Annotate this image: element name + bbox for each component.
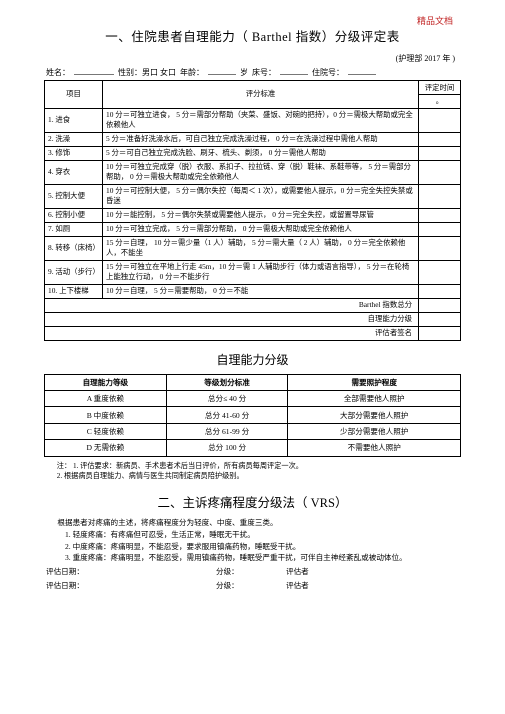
eval-date-2: 评估日期： <box>46 580 216 592</box>
row-item: 8. 转移（床椅） <box>45 236 103 260</box>
row-score[interactable] <box>419 184 461 208</box>
vrs-item-3: 3. 重度疼痛：疼痛明显，不能忍受，需用镇痛药物，睡眠受严重干扰，可伴自主神经紊… <box>46 552 459 564</box>
row-score[interactable] <box>419 132 461 146</box>
grade-need: 少部分需要他人照护 <box>288 423 461 439</box>
grade-std: 总分≤ 40 分 <box>166 391 288 407</box>
grade-level: B 中度依赖 <box>45 407 167 423</box>
row-crit: 10 分＝可控制大便， 5 分＝偶尔失控（每周＜ 1 次），或需要他人提示，0 … <box>103 184 419 208</box>
grade-std: 总分 61-99 分 <box>166 423 288 439</box>
grade-level: C 轻度依赖 <box>45 423 167 439</box>
grade-cell[interactable] <box>419 312 461 326</box>
hdr-blank: 。 <box>419 94 461 108</box>
name-blank[interactable] <box>74 66 114 75</box>
grade-need: 全部需要他人照护 <box>288 391 461 407</box>
note-2: 2. 根据病员自理能力、病情与医生共同制定病员陪护级别。 <box>46 471 459 482</box>
grade-need: 大部分需要他人照护 <box>288 407 461 423</box>
total-cell[interactable] <box>419 298 461 312</box>
grade-need: 不需要他人照护 <box>288 440 461 456</box>
row-score[interactable] <box>419 160 461 184</box>
vrs-block: 根据患者对疼痛的主述，将疼痛程度分为轻度、中度、重度三类。 1. 轻度疼痛：有疼… <box>46 517 459 592</box>
grade-level: A 重度依赖 <box>45 391 167 407</box>
row-item: 2. 洗澡 <box>45 132 103 146</box>
row-item: 10. 上下楼梯 <box>45 284 103 298</box>
grade-hdr-std: 等级划分标准 <box>166 374 288 390</box>
row-score[interactable] <box>419 146 461 160</box>
row-item: 3. 修饰 <box>45 146 103 160</box>
bed-label: 床号： <box>252 67 276 78</box>
row-score[interactable] <box>419 208 461 222</box>
grade-hdr-need: 需要照护程度 <box>288 374 461 390</box>
grade-std: 总分 41-60 分 <box>166 407 288 423</box>
hdr-score: 评定时间 <box>419 81 461 95</box>
row-crit: 10 分＝可独立完成， 5 分＝需部分帮助， 0 分＝需极大帮助或完全依赖他人 <box>103 222 419 236</box>
eval-person-2: 评估者 <box>286 580 309 592</box>
eval-grade-1: 分级： <box>216 566 286 578</box>
row-score[interactable] <box>419 108 461 132</box>
row-crit: 5 分＝准备好洗澡水后，可自己独立完成洗澡过程， 0 分＝在洗澡过程中需他人帮助 <box>103 132 419 146</box>
hdr-item: 项目 <box>45 81 103 109</box>
row-item: 7. 如厕 <box>45 222 103 236</box>
row-item: 1. 进食 <box>45 108 103 132</box>
sign-cell[interactable] <box>419 326 461 340</box>
vrs-item-1: 1. 轻度疼痛：有疼痛但可忍受，生活正常，睡眠无干扰。 <box>46 529 459 541</box>
notes: 注： 1. 评估要求：新病员、手术患者术后当日评价，所有病员每周评定一次。 2.… <box>46 461 459 483</box>
row-crit: 10 分＝能控制， 5 分＝偶尔失禁或需要他人提示， 0 分＝完全失控，或留置导… <box>103 208 419 222</box>
grade-level: D 无需依赖 <box>45 440 167 456</box>
grade-hdr-level: 自理能力等级 <box>45 374 167 390</box>
row-item: 4. 穿衣 <box>45 160 103 184</box>
age-label: 年龄： <box>180 67 204 78</box>
row-item: 9. 活动（步行） <box>45 260 103 284</box>
patient-info-row: 姓名： 性别：男口 女口 年龄： 岁 床号： 住院号： <box>46 66 461 78</box>
row-score[interactable] <box>419 284 461 298</box>
row-crit: 15 分＝自理， 10 分＝需少量（1 人）辅助， 5 分＝需大量（ 2 人）辅… <box>103 236 419 260</box>
vrs-lead: 根据患者对疼痛的主述，将疼痛程度分为轻度、中度、重度三类。 <box>46 517 459 529</box>
main-title: 一、住院患者自理能力（ Barthel 指数）分级评定表 <box>44 26 461 45</box>
vrs-item-2: 2. 中度疼痛：疼痛明显，不能忍受，要求服用镇痛药物，睡眠受干扰。 <box>46 541 459 553</box>
row-crit: 10 分＝可独立进食， 5 分＝需部分帮助（夹菜、盛饭、对碗的把持），0 分＝需… <box>103 108 419 132</box>
eval-grade-2: 分级： <box>216 580 286 592</box>
grade-section-title: 自理能力分级 <box>44 351 461 368</box>
row-score[interactable] <box>419 222 461 236</box>
barthel-table: 项目 评分标准 评定时间 。 1. 进食10 分＝可独立进食， 5 分＝需部分帮… <box>44 80 461 341</box>
age-blank[interactable] <box>208 66 236 75</box>
summary-grade: 自理能力分级 <box>45 312 419 326</box>
row-item: 5. 控制大便 <box>45 184 103 208</box>
eval-person-1: 评估者 <box>286 566 309 578</box>
age-unit: 岁 <box>240 67 248 78</box>
vrs-title: 二、主诉疼痛程度分级法（ VRS） <box>44 492 461 511</box>
row-score[interactable] <box>419 236 461 260</box>
hdr-criteria: 评分标准 <box>103 81 419 109</box>
hosp-label: 住院号： <box>312 67 344 78</box>
note-1: 注： 1. 评估要求：新病员、手术患者术后当日评价，所有病员每周评定一次。 <box>46 461 459 472</box>
summary-total: Barthel 指数总分 <box>45 298 419 312</box>
dept-year: (护理部 2017 年 ) <box>44 53 455 64</box>
eval-date-1: 评估日期： <box>46 566 216 578</box>
name-label: 姓名： <box>46 67 70 78</box>
row-score[interactable] <box>419 260 461 284</box>
bed-blank[interactable] <box>280 66 308 75</box>
row-crit: 15 分＝可独立在平地上行走 45m，10 分＝需 1 人辅助步行（体力或语言指… <box>103 260 419 284</box>
watermark: 精品文档 <box>417 14 453 27</box>
row-crit: 5 分＝可自己独立完成洗脸、刷牙、梳头、剃须， 0 分＝需他人帮助 <box>103 146 419 160</box>
grade-table: 自理能力等级 等级划分标准 需要照护程度 A 重度依赖总分≤ 40 分全部需要他… <box>44 374 461 457</box>
hosp-blank[interactable] <box>348 66 376 75</box>
row-crit: 10 分＝自理， 5 分＝需要帮助， 0 分＝不能 <box>103 284 419 298</box>
row-item: 6. 控制小便 <box>45 208 103 222</box>
summary-sign: 评估者签名 <box>45 326 419 340</box>
grade-std: 总分 100 分 <box>166 440 288 456</box>
sex-label: 性别：男口 女口 <box>118 67 176 78</box>
row-crit: 10 分＝可独立完成穿（脱）衣服、系扣子、拉拉链、穿（脱）鞋袜、系鞋带等， 5 … <box>103 160 419 184</box>
